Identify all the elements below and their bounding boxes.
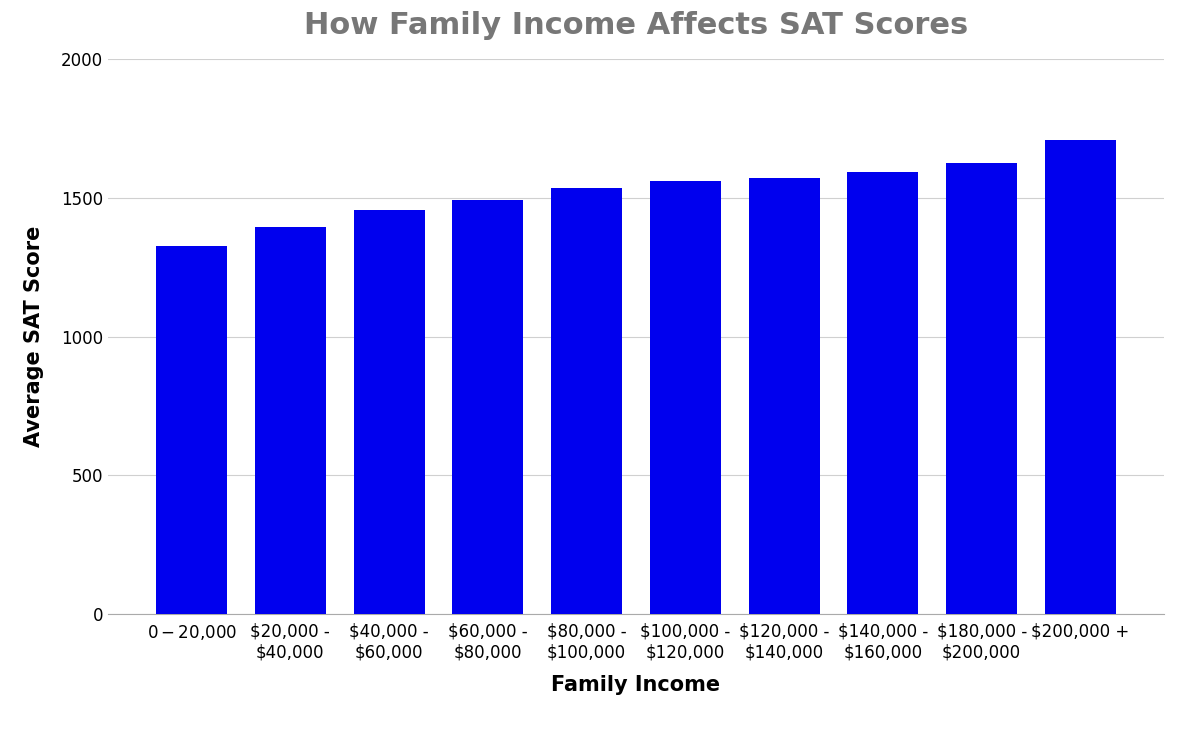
Bar	[254, 227, 326, 614]
Bar	[749, 178, 820, 614]
Bar	[650, 181, 721, 614]
Bar	[946, 164, 1018, 614]
Bar	[1045, 140, 1116, 614]
Bar	[551, 188, 622, 614]
Bar	[847, 172, 918, 614]
Bar	[156, 246, 227, 614]
Bar	[452, 200, 523, 614]
X-axis label: Family Income: Family Income	[552, 675, 720, 695]
Y-axis label: Average SAT Score: Average SAT Score	[24, 226, 44, 448]
Title: How Family Income Affects SAT Scores: How Family Income Affects SAT Scores	[304, 11, 968, 40]
Bar	[354, 210, 425, 614]
